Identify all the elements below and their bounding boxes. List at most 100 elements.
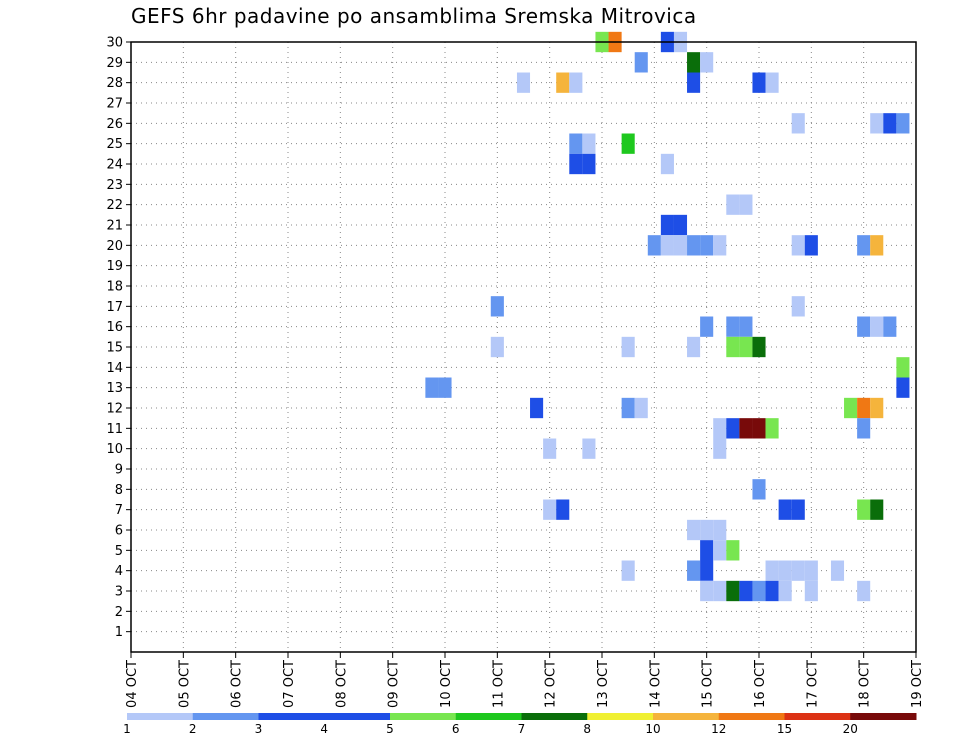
heatmap-cell (687, 52, 700, 72)
heatmap-cell (883, 317, 896, 337)
legend-label: 5 (386, 722, 394, 736)
legend-label: 15 (777, 722, 792, 736)
heatmap-cell (438, 378, 451, 398)
heatmap-cell (896, 113, 909, 133)
legend-label: 2 (189, 722, 197, 736)
legend-label: 4 (320, 722, 328, 736)
heatmap-cell (752, 337, 765, 357)
heatmap-cell (556, 73, 569, 93)
x-tick-label: 16 OCT (753, 660, 768, 708)
heatmap-cell (726, 195, 739, 215)
y-tick-label: 13 (106, 381, 123, 396)
heatmap-cell (857, 317, 870, 337)
y-tick-label: 20 (106, 239, 123, 254)
heatmap-cell (870, 235, 883, 255)
y-tick-label: 4 (115, 564, 123, 579)
heatmap-cell (622, 134, 635, 154)
heatmap-cell (569, 154, 582, 174)
legend-label: 10 (645, 722, 660, 736)
y-tick-label: 17 (106, 300, 123, 315)
y-tick-label: 8 (115, 483, 123, 498)
heatmap-cell (556, 500, 569, 520)
heatmap-cell (491, 337, 504, 357)
heatmap-cell (726, 418, 739, 438)
heatmap-cell (752, 581, 765, 601)
heatmap-cell (622, 337, 635, 357)
legend-label: 1 (123, 722, 131, 736)
heatmap-cell (687, 561, 700, 581)
heatmap-cell (661, 215, 674, 235)
heatmap-cell (700, 235, 713, 255)
heatmap-cell (739, 317, 752, 337)
heatmap-cell (517, 73, 530, 93)
y-tick-label: 26 (106, 117, 123, 132)
heatmap-cell (870, 317, 883, 337)
legend-label: 20 (843, 722, 858, 736)
y-tick-label: 6 (115, 524, 123, 539)
heatmap-cell (543, 439, 556, 459)
heatmap-cell (661, 154, 674, 174)
x-tick-label: 05 OCT (177, 660, 192, 708)
heatmap-cell (792, 113, 805, 133)
heatmap-cell (766, 561, 779, 581)
legend-label: 7 (518, 722, 526, 736)
x-tick-label: 06 OCT (230, 660, 245, 708)
heatmap-cell (582, 154, 595, 174)
heatmap-cell (766, 418, 779, 438)
x-tick-label: 08 OCT (334, 660, 349, 708)
legend-swatch (587, 713, 653, 720)
color-legend: 1 2 3 4 5 6 7 8 10 12 15 20 (123, 713, 916, 736)
heatmap-cell (739, 418, 752, 438)
heatmap-cell (766, 581, 779, 601)
y-tick-label: 22 (106, 198, 123, 213)
legend-swatch (850, 713, 916, 720)
y-tick-label: 28 (106, 76, 123, 91)
y-tick-label: 18 (106, 280, 123, 295)
y-tick-label: 24 (106, 158, 123, 173)
heatmap-cell (491, 296, 504, 316)
heatmap-cell (831, 561, 844, 581)
x-tick-label: 12 OCT (544, 660, 559, 708)
heatmap-cell (635, 398, 648, 418)
x-tick-label: 15 OCT (701, 660, 716, 708)
heatmap-cell (752, 479, 765, 499)
y-tick-label: 19 (106, 259, 123, 274)
heatmap-cell (700, 561, 713, 581)
heatmap-cell (857, 398, 870, 418)
x-tick-label: 13 OCT (596, 660, 611, 708)
heatmap-cell (896, 357, 909, 377)
y-tick-label: 23 (106, 178, 123, 193)
y-tick-label: 14 (106, 361, 123, 376)
y-tick-label: 29 (106, 56, 123, 71)
y-tick-label: 27 (106, 97, 123, 112)
heatmap-cell (752, 73, 765, 93)
heatmap-cell (739, 337, 752, 357)
heatmap-cell (792, 500, 805, 520)
y-tick-label: 15 (106, 341, 123, 356)
heatmap-cell (857, 581, 870, 601)
heatmap-cell (622, 561, 635, 581)
heatmap-cell (883, 113, 896, 133)
heatmap-cell (870, 500, 883, 520)
heatmap-cell (857, 418, 870, 438)
legend-label: 12 (711, 722, 726, 736)
x-tick-label: 10 OCT (439, 660, 454, 708)
x-tick-label: 18 OCT (858, 660, 873, 708)
heatmap-cell (543, 500, 556, 520)
heatmap-cell (726, 540, 739, 560)
heatmap-cell (648, 235, 661, 255)
heatmap-cell (870, 398, 883, 418)
heatmap-cell (425, 378, 438, 398)
x-tick-label: 04 OCT (125, 660, 140, 708)
y-tick-label: 30 (106, 36, 123, 51)
x-tick-label: 17 OCT (805, 660, 820, 708)
heatmap-cell (713, 581, 726, 601)
heatmap-cell (713, 520, 726, 540)
heatmap-cell (766, 73, 779, 93)
heatmap-cell (530, 398, 543, 418)
x-axis: 04 OCT 05 OCT 06 OCT 07 OCT 08 OCT 09 OCT 10 O… (125, 652, 925, 708)
x-tick-label: 07 OCT (282, 660, 297, 708)
heatmap-cell (752, 418, 765, 438)
legend-swatch (127, 713, 193, 720)
legend-swatch (390, 713, 456, 720)
